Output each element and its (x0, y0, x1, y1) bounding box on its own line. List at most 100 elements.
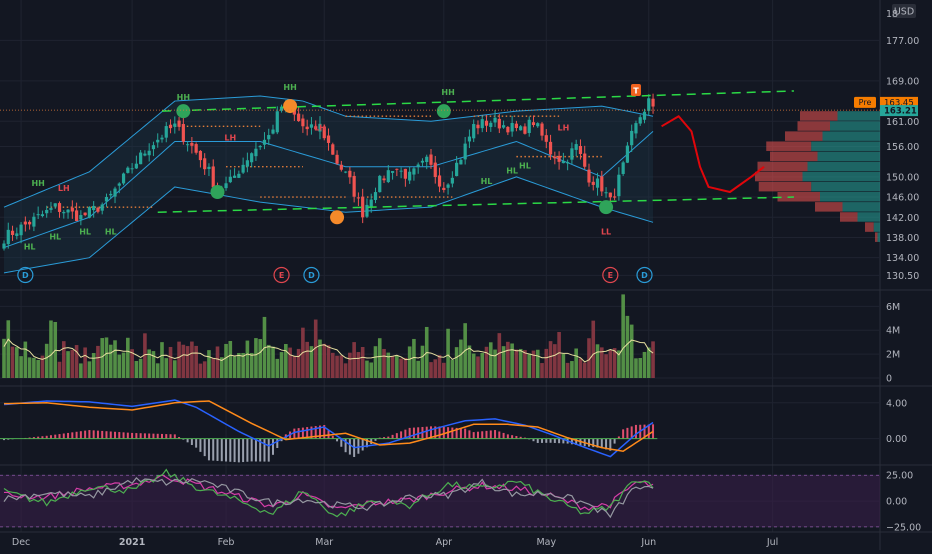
candle[interactable] (134, 163, 138, 169)
event-badge[interactable] (602, 266, 619, 284)
candle[interactable] (207, 166, 211, 169)
candle[interactable] (237, 173, 241, 178)
candle[interactable] (408, 171, 412, 181)
price-axis[interactable]: USD 18 Dec 2021 Feb Mar Apr May Jun Jul 177.00 16… (12, 4, 921, 548)
candle[interactable] (10, 230, 15, 235)
candle[interactable] (49, 208, 53, 210)
candle[interactable] (74, 210, 79, 221)
candle[interactable] (121, 173, 126, 184)
candle[interactable] (557, 155, 561, 162)
candle[interactable] (356, 197, 361, 199)
candle[interactable] (634, 123, 638, 134)
oscillator-panel[interactable] (0, 468, 880, 528)
candle[interactable] (548, 141, 553, 155)
candle[interactable] (40, 214, 45, 217)
candle[interactable] (403, 168, 407, 179)
candle[interactable] (19, 224, 23, 236)
event-badge[interactable] (17, 266, 34, 284)
candle[interactable] (254, 148, 258, 157)
candle[interactable] (224, 183, 228, 189)
candle[interactable] (6, 229, 10, 245)
candle[interactable] (28, 221, 32, 225)
candle[interactable] (344, 171, 348, 173)
candle[interactable] (390, 171, 395, 173)
candle[interactable] (104, 196, 109, 202)
candle[interactable] (326, 135, 331, 143)
currency-badge[interactable] (892, 4, 916, 18)
candle[interactable] (173, 123, 177, 127)
candle[interactable] (232, 175, 237, 178)
candle[interactable] (83, 212, 87, 216)
candle[interactable] (497, 118, 501, 129)
candle[interactable] (331, 144, 335, 155)
swing-marker[interactable] (330, 210, 345, 225)
swing-marker[interactable] (176, 104, 191, 119)
candle[interactable] (348, 170, 352, 178)
candle[interactable] (190, 142, 194, 146)
candle[interactable] (305, 126, 309, 130)
candle[interactable] (527, 119, 531, 133)
candle[interactable] (604, 192, 608, 194)
candle[interactable] (2, 243, 6, 249)
candle[interactable] (536, 123, 540, 127)
candle[interactable] (587, 169, 591, 183)
candle[interactable] (412, 168, 416, 175)
candle[interactable] (369, 199, 373, 208)
event-badge[interactable] (303, 266, 320, 284)
candle[interactable] (455, 162, 459, 177)
candle[interactable] (126, 167, 130, 173)
candle[interactable] (463, 143, 467, 160)
swing-marker[interactable] (210, 185, 225, 199)
candle[interactable] (625, 145, 630, 163)
candle[interactable] (66, 209, 70, 213)
candle[interactable] (386, 170, 390, 183)
candle[interactable] (130, 168, 134, 170)
candle[interactable] (241, 164, 245, 173)
candle[interactable] (57, 203, 62, 212)
candle[interactable] (399, 170, 403, 172)
candle[interactable] (591, 181, 595, 185)
candle[interactable] (501, 125, 506, 128)
candle[interactable] (211, 166, 215, 188)
candle[interactable] (45, 209, 49, 214)
candle[interactable] (382, 178, 386, 181)
channel-lower-line[interactable] (157, 196, 794, 213)
candle[interactable] (484, 120, 489, 126)
candle[interactable] (561, 160, 565, 164)
candle[interactable] (472, 124, 476, 139)
flag-marker[interactable] (630, 83, 641, 96)
candle[interactable] (433, 162, 437, 178)
candle[interactable] (297, 113, 301, 122)
candle[interactable] (608, 192, 612, 198)
candle[interactable] (113, 188, 117, 197)
candle[interactable] (595, 178, 600, 188)
event-badge[interactable] (636, 266, 653, 284)
candle[interactable] (467, 136, 472, 142)
candle[interactable] (250, 153, 254, 163)
candle[interactable] (92, 205, 96, 211)
candle[interactable] (279, 106, 284, 111)
candle[interactable] (437, 175, 442, 187)
candle[interactable] (544, 135, 548, 142)
candle[interactable] (160, 137, 164, 140)
candle[interactable] (186, 144, 190, 146)
candle[interactable] (617, 174, 621, 197)
candle[interactable] (36, 214, 40, 216)
candle[interactable] (583, 153, 587, 167)
candle[interactable] (613, 196, 617, 198)
candle[interactable] (143, 153, 147, 156)
candle[interactable] (514, 123, 518, 129)
candle[interactable] (262, 139, 267, 145)
candle[interactable] (510, 122, 514, 132)
candle[interactable] (578, 145, 583, 155)
candle[interactable] (292, 110, 296, 115)
candle[interactable] (198, 150, 203, 161)
candle[interactable] (420, 160, 425, 163)
candle[interactable] (322, 126, 326, 139)
candle[interactable] (570, 148, 574, 160)
candle[interactable] (621, 162, 625, 174)
candle[interactable] (245, 160, 249, 167)
candle[interactable] (79, 215, 83, 220)
candle[interactable] (96, 207, 100, 212)
candle[interactable] (32, 216, 36, 227)
